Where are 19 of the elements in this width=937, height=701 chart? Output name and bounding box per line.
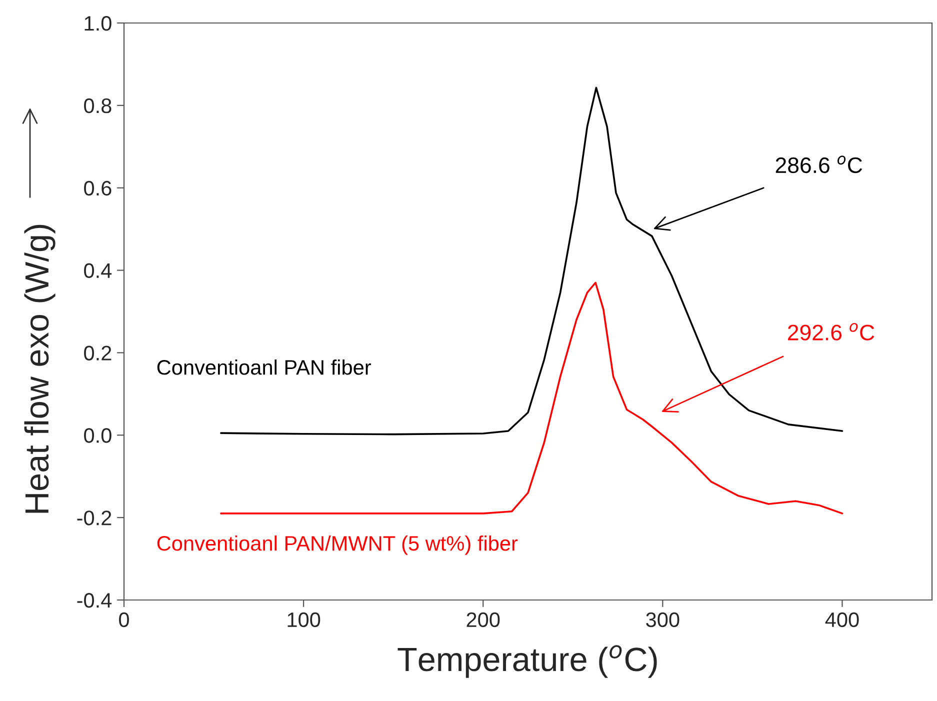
series-label: Conventioanl PAN/MWNT (5 wt%) fiber [157, 535, 518, 555]
y-tick-label: -0.2 [77, 510, 112, 526]
y-tick-label: 0.8 [84, 98, 112, 114]
x-tick-label: 0 [119, 612, 129, 628]
y-tick-label: 1.0 [84, 16, 112, 31]
text: Conventioanl PAN fiber [157, 359, 371, 375]
x-axis-title: Temperature ($^{o}$C) [398, 645, 657, 678]
y-tick-label: -0.4 [77, 593, 112, 608]
x-tick-label: 100 [288, 612, 320, 628]
y-tick-label: 0.2 [84, 346, 112, 360]
x-tick-label: 200 [466, 612, 500, 628]
y-tick-label: 0.6 [84, 180, 112, 196]
x-tick-label: 400 [825, 612, 859, 628]
annotation: 292.6 $^{o}$C [788, 322, 874, 340]
annotation: 286.6 $^{o}$C [776, 156, 862, 174]
x-tick-label: 300 [646, 612, 680, 628]
y-tick-label: 0.4 [84, 263, 112, 278]
y-tick-label: 0.0 [84, 428, 112, 443]
y-axis-title: Heat flow exo (W/g) [24, 224, 56, 513]
